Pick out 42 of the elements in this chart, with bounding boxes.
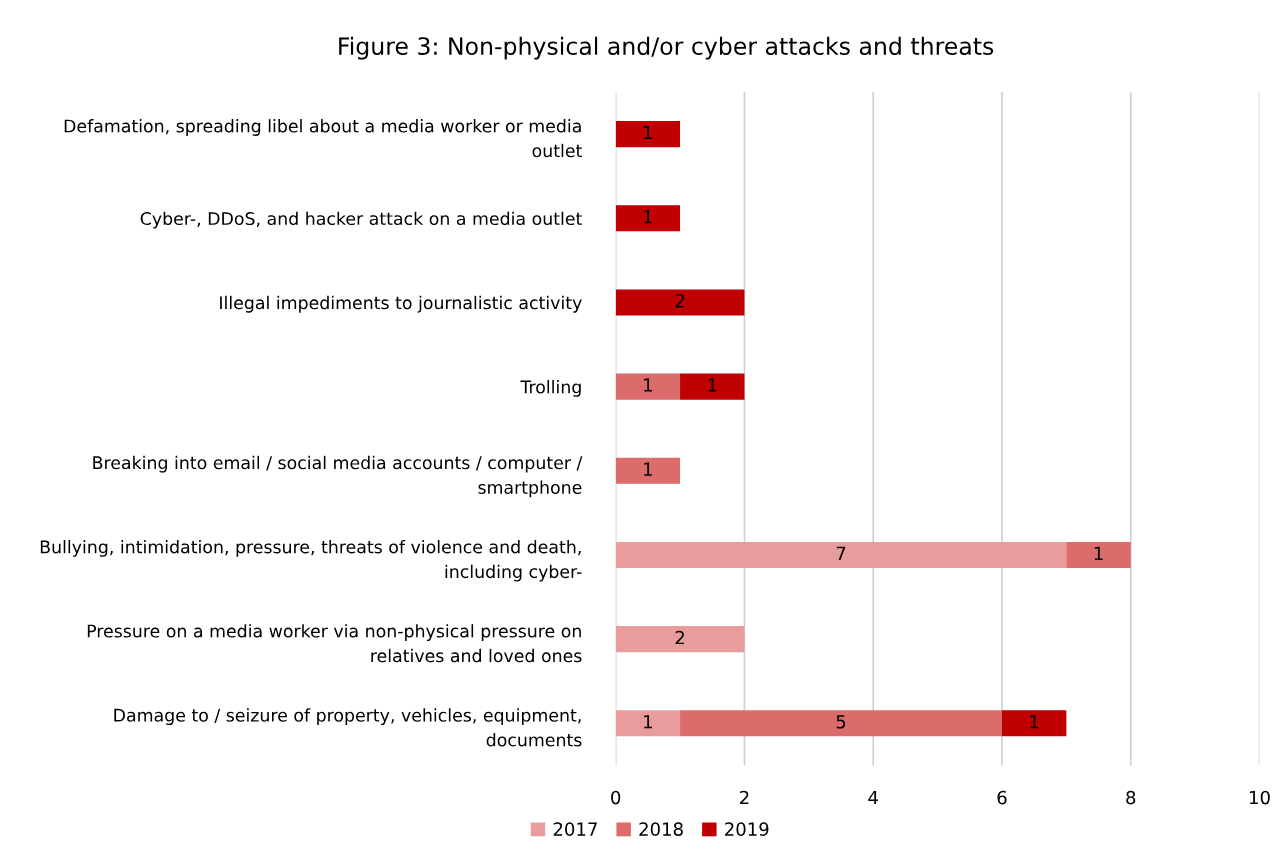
- y-tick-label: Trolling: [520, 380, 581, 397]
- legend-label: 2017: [553, 822, 597, 836]
- y-tick-label: Damage to / seizure of property, vehicles, equipment, documents: [114, 708, 582, 747]
- bar: [680, 710, 1002, 737]
- data-label: 1: [1030, 715, 1039, 729]
- data-label: 7: [836, 546, 846, 560]
- y-tick-label: Breaking into email / social media accounts / computer / smartphone: [93, 455, 583, 498]
- x-tick-label: 2: [740, 790, 749, 805]
- bar: [615, 373, 681, 400]
- y-tick-label: Bullying, intimidation, pressure, threats of violence and death, including cyber-: [40, 539, 582, 582]
- data-label: 5: [836, 715, 846, 729]
- x-tick-label: 4: [868, 790, 878, 805]
- data-label: 1: [644, 210, 652, 224]
- legend-label: 2019: [725, 822, 769, 836]
- data-label: 1: [644, 462, 652, 476]
- legend-label: 2018: [639, 822, 683, 836]
- bar: [1066, 541, 1131, 569]
- bar: [615, 626, 745, 653]
- data-label: 2: [675, 630, 684, 645]
- data-label: 2: [675, 294, 684, 308]
- data-label: 1: [644, 125, 652, 140]
- bar: [615, 289, 745, 316]
- data-label: 1: [644, 378, 652, 392]
- x-tick-label: 10: [1250, 790, 1270, 805]
- bar: [615, 121, 681, 148]
- y-tick-label: Cyber-, DDoS, and hacker attack on a media outlet: [140, 211, 582, 229]
- chart-title: Figure 3: Non-physical and/or cyber attacks and threats: [339, 36, 994, 60]
- data-label: 1: [644, 715, 652, 729]
- data-label: 1: [708, 378, 717, 392]
- bar: [615, 457, 681, 484]
- x-tick-label: 8: [1126, 790, 1136, 805]
- bar: [615, 710, 681, 737]
- bar: [1001, 710, 1067, 737]
- bar: [680, 373, 745, 400]
- y-tick-label: Defamation, spreading libel about a media worker or media outlet: [64, 119, 582, 158]
- y-tick-label: Pressure on a media worker via non-physical pressure on relatives and loved ones: [87, 624, 582, 663]
- y-tick-label: Illegal impediments to journalistic activity: [220, 295, 582, 313]
- x-tick-label: 6: [997, 790, 1007, 805]
- data-label: 1: [1094, 546, 1103, 560]
- bar: [615, 541, 1067, 569]
- bar: [615, 205, 681, 232]
- x-tick-label: 0: [611, 790, 621, 805]
